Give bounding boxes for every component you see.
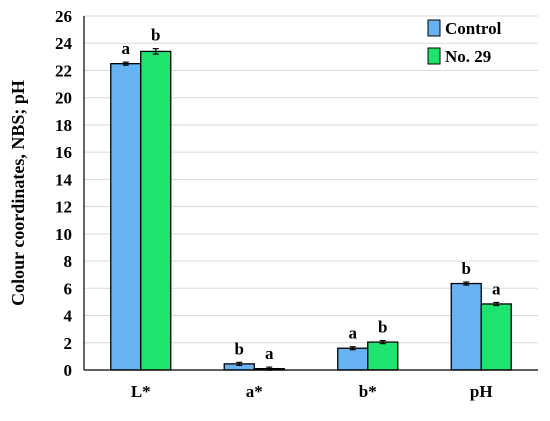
legend-swatch — [427, 19, 441, 37]
legend-label: Control — [445, 19, 502, 38]
y-tick-label: 6 — [64, 279, 73, 298]
y-tick-label: 10 — [55, 225, 72, 244]
y-axis-title: Colour coordinates, NBS; pH — [8, 80, 28, 306]
significance-label: a — [349, 324, 358, 343]
bar — [110, 63, 142, 371]
bar — [450, 282, 482, 371]
significance-label: b — [151, 26, 160, 45]
x-category-label: a* — [246, 382, 263, 401]
y-tick-label: 0 — [64, 361, 73, 380]
x-category-label: b* — [359, 382, 377, 401]
x-category-label: L* — [131, 382, 151, 401]
x-axis-categories: L* a* b* pH — [131, 382, 493, 401]
significance-label: b — [378, 318, 387, 337]
legend-label: No. 29 — [445, 47, 491, 66]
significance-label: a — [122, 39, 131, 58]
y-tick-label: 2 — [64, 334, 73, 353]
y-tick-label: 18 — [55, 116, 72, 135]
y-tick-label: 22 — [55, 61, 72, 80]
significance-label: a — [265, 344, 274, 363]
y-tick-label: 12 — [55, 198, 72, 217]
y-tick-label: 20 — [55, 89, 72, 108]
y-tick-label: 8 — [64, 252, 73, 271]
legend: Control No. 29 — [427, 19, 502, 66]
bar — [367, 341, 399, 371]
bar — [480, 303, 512, 371]
y-tick-label: 4 — [64, 307, 73, 326]
x-category-label: pH — [470, 382, 493, 401]
y-tick-label: 24 — [55, 34, 73, 53]
y-tick-label: 26 — [55, 7, 72, 26]
bars: a b b a a b b a — [110, 26, 512, 371]
significance-label: b — [462, 259, 471, 278]
bar — [337, 347, 369, 371]
significance-label: b — [235, 339, 244, 358]
significance-label: a — [492, 279, 501, 298]
y-tick-label: 14 — [55, 170, 73, 189]
y-tick-label: 16 — [55, 143, 72, 162]
legend-swatch — [427, 47, 441, 65]
bar — [140, 50, 172, 371]
